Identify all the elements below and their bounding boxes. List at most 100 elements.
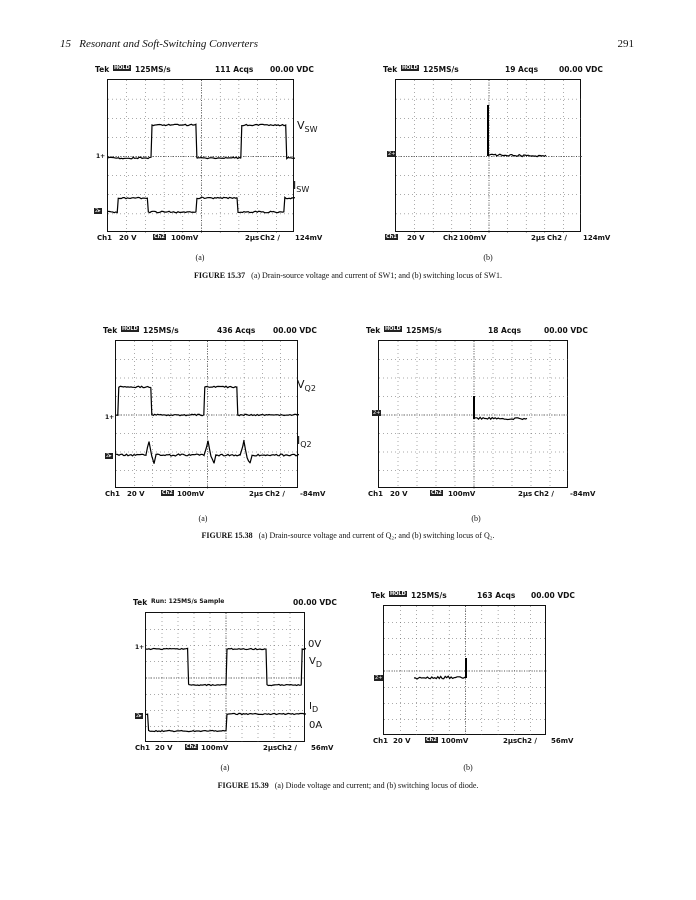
ch2-marker: 2+ [387, 151, 396, 157]
ch2-marker: 2▸ [135, 713, 143, 719]
scope-brand: Tek [371, 591, 385, 600]
footer-ch1: Ch1 [368, 490, 383, 498]
scope-screen [115, 340, 298, 488]
scope-fig-15-38-b: Tek HOLD 125MS/s 18 Acqs 00.00 VDC Ch1 2… [378, 340, 568, 488]
scope-brand: Tek [383, 65, 397, 74]
footer-trigger: Ch2 ∕ [277, 744, 297, 752]
footer-ch2-scale: 100mV [459, 234, 486, 242]
caption-text: (a) Diode voltage and current; and (b) s… [275, 781, 479, 790]
footer-ch2: Ch2 [443, 234, 458, 242]
subfigure-label-b: (b) [461, 514, 491, 523]
footer-level: 56mV [311, 744, 333, 752]
footer-time: 2μs [245, 234, 259, 242]
subfigure-label-b: (b) [453, 763, 483, 772]
subfigure-label-b: (b) [473, 253, 503, 262]
scope-grid-and-traces [146, 613, 306, 743]
footer-ch2-scale: 100mV [441, 737, 468, 745]
subfigure-label-a: (a) [188, 514, 218, 523]
ch1-marker: 1+ [135, 644, 144, 651]
scope-acqs: 111 Acqs [215, 65, 253, 74]
caption-label: FIGURE 15.39 [218, 781, 269, 790]
label-vsw: VSW [297, 119, 318, 134]
footer-trigger: Ch2 ∕ [534, 490, 554, 498]
label-id: ID [309, 701, 318, 714]
footer-time: 2μs [503, 737, 517, 745]
scope-rate: 125MS/s [135, 65, 171, 74]
scope-mode: Run: 125MS/s Sample [151, 598, 224, 605]
scope-fig-15-37-a: Tek HOLD 125MS/s 111 Acqs 00.00 VDC Ch1 … [107, 79, 294, 232]
subfigure-label-a: (a) [185, 253, 215, 262]
footer-ch1-scale: 20 V [155, 744, 173, 752]
footer-ch2-scale: 100mV [448, 490, 475, 498]
figure-caption: FIGURE 15.38 (a) Drain-source voltage an… [0, 531, 696, 540]
scope-dc: 00.00 VDC [544, 326, 588, 335]
caption-text: (a) Drain-source voltage and current of … [259, 531, 495, 540]
label-vd: VD [309, 656, 322, 669]
footer-ch2-scale: 100mV [201, 744, 228, 752]
scope-header: Tek HOLD 125MS/s 111 Acqs 00.00 VDC [95, 65, 306, 77]
scope-footer: Ch1 20 V Ch2 100mV 2μs Ch2 ∕ 124mV [97, 234, 304, 245]
scope-grid-and-traces [396, 80, 582, 233]
figure-caption: FIGURE 15.39 (a) Diode voltage and curre… [0, 781, 696, 790]
chapter-number: 15 [60, 38, 71, 50]
footer-time: 2μs [249, 490, 263, 498]
scope-rate: 125MS/s [406, 326, 442, 335]
footer-level: -84mV [300, 490, 325, 498]
scope-rate: 125MS/s [143, 326, 179, 335]
scope-footer: Ch1 20 V Ch2 100mV 2μs Ch2 ∕ 124mV [385, 234, 591, 245]
scope-brand: Tek [366, 326, 380, 335]
scope-header: Tek HOLD 125MS/s 436 Acqs 00.00 VDC [103, 326, 310, 338]
footer-trigger: Ch2 ∕ [265, 490, 285, 498]
figure-caption: FIGURE 15.37 (a) Drain-source voltage an… [0, 271, 696, 280]
footer-time: 2μs [263, 744, 277, 752]
footer-ch1: Ch1 [97, 234, 112, 242]
scope-screen [378, 340, 568, 488]
trace-vsw [108, 124, 295, 158]
page-number: 291 [618, 38, 635, 50]
scope-screen [395, 79, 581, 232]
footer-ch1: Ch1 [385, 234, 398, 240]
footer-level: 56mV [551, 737, 573, 745]
scope-dc: 00.00 VDC [531, 591, 575, 600]
footer-ch1-scale: 20 V [390, 490, 408, 498]
scope-dc: 00.00 VDC [559, 65, 603, 74]
ch2-marker: 2▸ [105, 453, 113, 459]
running-head-left: 15 Resonant and Soft-Switching Converter… [60, 38, 258, 50]
scope-acqs: 436 Acqs [217, 326, 255, 335]
scope-header: Tek HOLD 125MS/s 19 Acqs 00.00 VDC [383, 65, 593, 77]
footer-ch1: Ch1 [105, 490, 120, 498]
scope-dc: 00.00 VDC [293, 598, 337, 607]
locus-horizontal [488, 154, 546, 157]
scope-screen [145, 612, 305, 742]
ch1-marker: 1+ [96, 153, 105, 160]
scope-fig-15-37-b: Tek HOLD 125MS/s 19 Acqs 00.00 VDC Ch1 2… [395, 79, 581, 232]
scope-acqs: 18 Acqs [488, 326, 521, 335]
scope-footer: Ch1 20 V Ch2 100mV 2μs Ch2 ∕ -84mV [368, 490, 578, 501]
ch2-marker: 2+ [374, 675, 383, 681]
ch2-marker: 2▸ [94, 208, 102, 214]
scope-brand: Tek [133, 598, 147, 607]
scope-mode: HOLD [384, 326, 402, 332]
scope-grid-and-traces [384, 606, 547, 736]
footer-level: -84mV [570, 490, 595, 498]
ch1-marker: 1+ [105, 414, 114, 421]
locus-horizontal [474, 417, 527, 419]
caption-label: FIGURE 15.37 [194, 271, 245, 280]
footer-ch1-scale: 20 V [127, 490, 145, 498]
footer-ch2: Ch2 [161, 490, 174, 496]
scope-grid-and-traces [116, 341, 299, 489]
scope-brand: Tek [95, 65, 109, 74]
caption-text: (a) Drain-source voltage and current of … [251, 271, 502, 280]
label-isw: ISW [293, 179, 309, 194]
scope-mode: HOLD [121, 326, 139, 332]
footer-ch1: Ch1 [135, 744, 150, 752]
scope-footer: Ch1 20 V Ch2 100mV 2μs Ch2 ∕ -84mV [105, 490, 308, 501]
footer-trigger: Ch2 ∕ [260, 234, 280, 242]
scope-mode: HOLD [389, 591, 407, 597]
footer-ch2-scale: 100mV [177, 490, 204, 498]
footer-ch1-scale: 20 V [393, 737, 411, 745]
footer-time: 2μs [531, 234, 545, 242]
scope-header: Tek HOLD 125MS/s 163 Acqs 00.00 VDC [371, 591, 558, 603]
scope-mode: HOLD [113, 65, 131, 71]
label-0a: 0A [309, 720, 322, 731]
